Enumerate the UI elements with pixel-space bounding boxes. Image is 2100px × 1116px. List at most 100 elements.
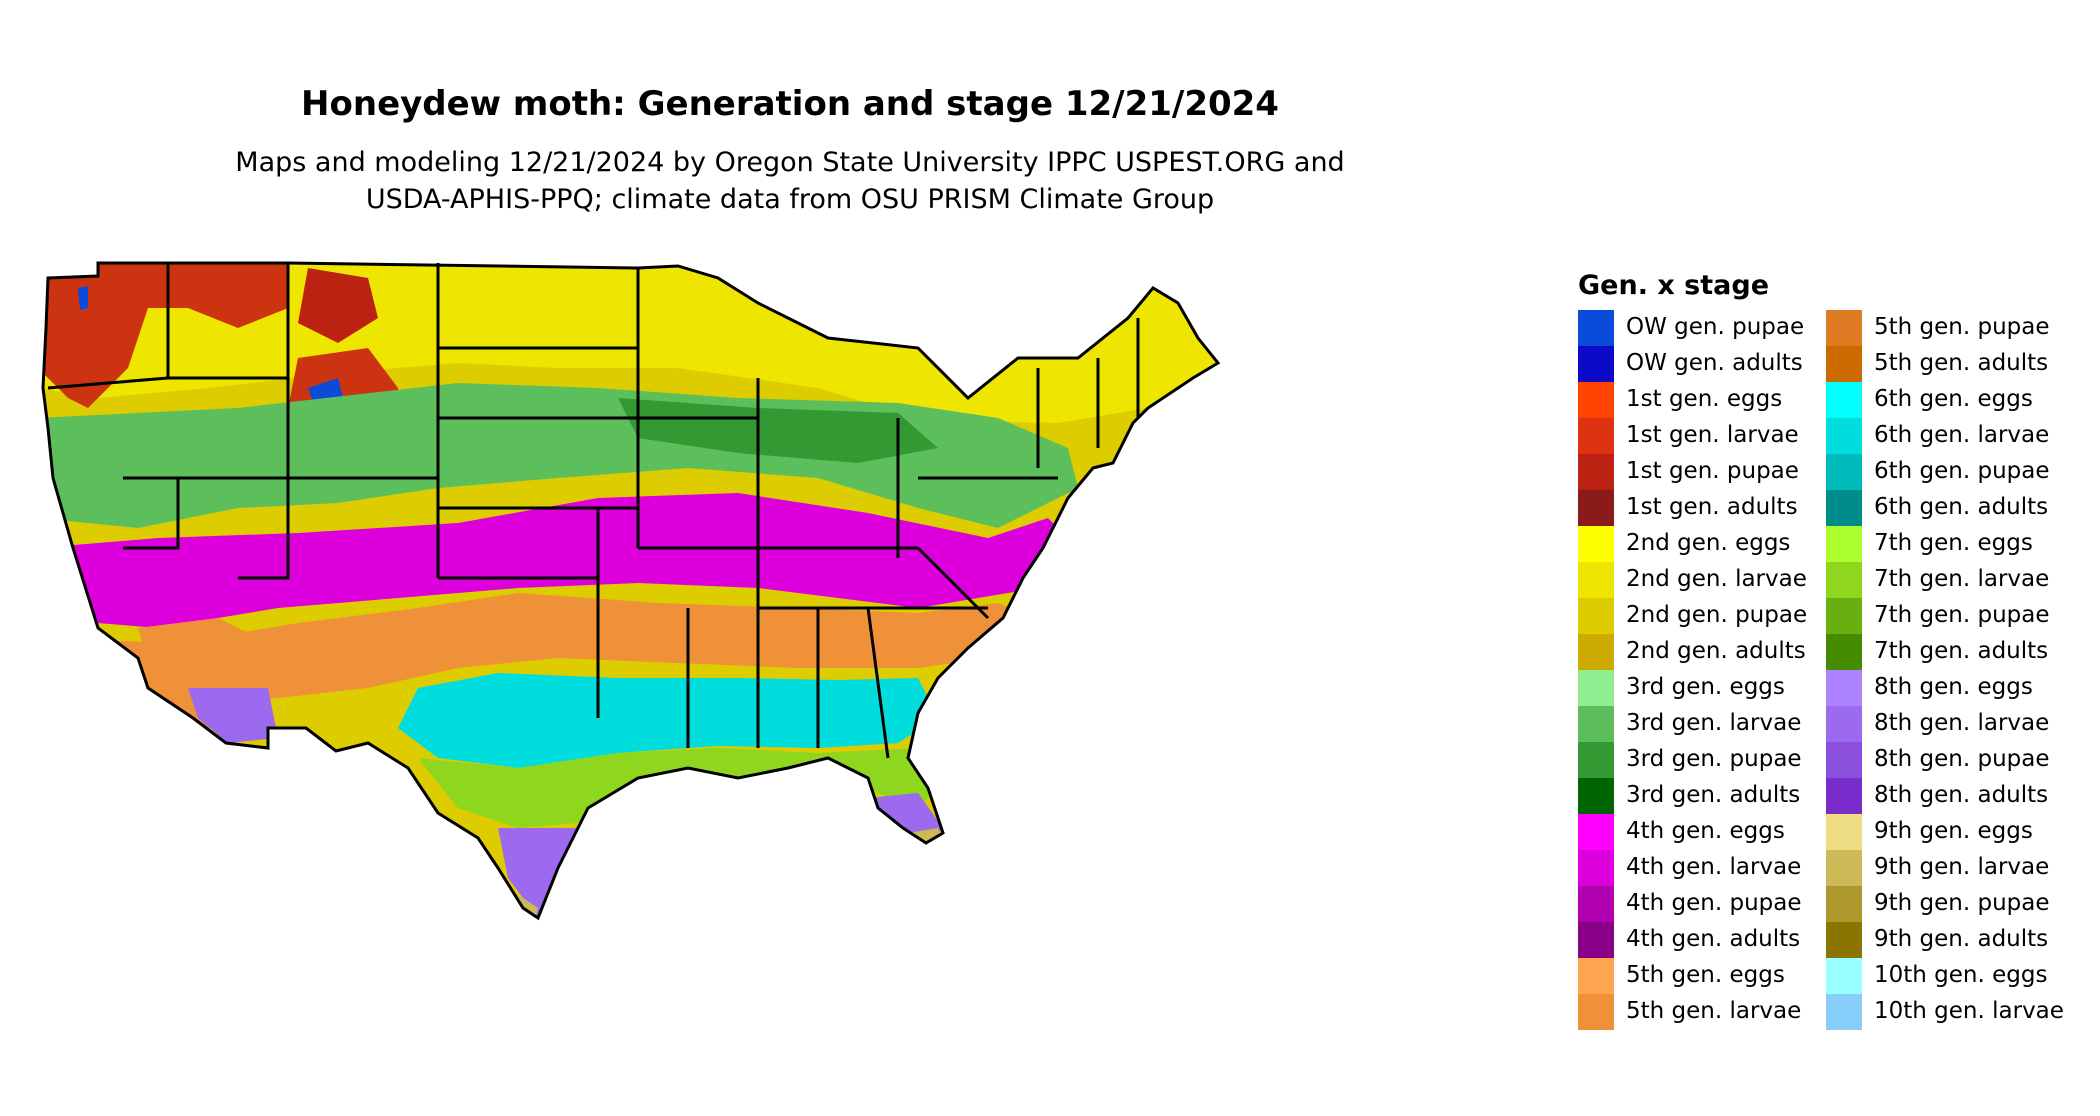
legend-swatch: [1578, 382, 1614, 418]
legend-label: 7th gen. adults: [1874, 638, 2049, 664]
legend-label: 4th gen. adults: [1626, 926, 1801, 952]
state-boundaries: [41, 261, 1220, 920]
legend-item: 8th gen. pupae: [1826, 742, 2086, 778]
legend-label: 9th gen. adults: [1874, 926, 2049, 952]
legend-swatch: [1826, 562, 1862, 598]
legend-swatch: [1826, 742, 1862, 778]
legend-label: 8th gen. pupae: [1874, 746, 2050, 772]
legend-item: 5th gen. pupae: [1826, 310, 2086, 346]
zone-corn-belt-dark: [618, 398, 938, 463]
legend-item: 1st gen. adults: [1578, 490, 1838, 526]
legend-item: 2nd gen. larvae: [1578, 562, 1838, 598]
legend-label: 5th gen. adults: [1874, 350, 2049, 376]
legend-swatch: [1826, 958, 1862, 994]
legend-label: 5th gen. pupae: [1874, 314, 2050, 340]
legend-item: 5th gen. larvae: [1578, 994, 1838, 1030]
legend-swatch: [1826, 778, 1862, 814]
legend-item: 5th gen. adults: [1826, 346, 2086, 382]
legend-item: 4th gen. pupae: [1578, 886, 1838, 922]
legend-swatch: [1578, 670, 1614, 706]
zone-gulf-states: [398, 673, 938, 768]
legend-item: 3rd gen. larvae: [1578, 706, 1838, 742]
legend-item: 2nd gen. eggs: [1578, 526, 1838, 562]
legend-label: 2nd gen. pupae: [1626, 602, 1808, 628]
map-subtitle: Maps and modeling 12/21/2024 by Oregon S…: [0, 144, 1580, 218]
legend-label: 6th gen. adults: [1874, 494, 2049, 520]
legend-swatch: [1578, 310, 1614, 346]
legend-label: 1st gen. eggs: [1626, 386, 1783, 412]
legend-label: 8th gen. eggs: [1874, 674, 2033, 700]
legend-label: 9th gen. pupae: [1874, 890, 2050, 916]
legend-label: 7th gen. larvae: [1874, 566, 2050, 592]
legend-label: 3rd gen. pupae: [1626, 746, 1802, 772]
legend-label: 6th gen. larvae: [1874, 422, 2050, 448]
zone-southern-band: [43, 593, 1038, 708]
legend-swatch: [1826, 850, 1862, 886]
zone-mid-south-band: [43, 493, 1078, 628]
legend-item: 7th gen. adults: [1826, 634, 2086, 670]
legend-swatch: [1578, 778, 1614, 814]
legend-swatch: [1826, 706, 1862, 742]
legend-swatch: [1826, 490, 1862, 526]
legend-item: 9th gen. eggs: [1826, 814, 2086, 850]
legend-swatch: [1578, 706, 1614, 742]
legend-label: 8th gen. adults: [1874, 782, 2049, 808]
legend-swatch: [1578, 454, 1614, 490]
legend-label: 4th gen. larvae: [1626, 854, 1802, 880]
legend-label: 7th gen. pupae: [1874, 602, 2050, 628]
legend-label: 9th gen. eggs: [1874, 818, 2033, 844]
legend-item: 4th gen. adults: [1578, 922, 1838, 958]
legend-item: 10th gen. eggs: [1826, 958, 2086, 994]
legend-swatch: [1578, 634, 1614, 670]
legend-label: 5th gen. larvae: [1626, 998, 1802, 1024]
legend-item: 9th gen. larvae: [1826, 850, 2086, 886]
legend-item: 1st gen. eggs: [1578, 382, 1838, 418]
legend-item: 7th gen. eggs: [1826, 526, 2086, 562]
legend-swatch: [1578, 742, 1614, 778]
legend-label: OW gen. adults: [1626, 350, 1803, 376]
legend-swatch: [1578, 418, 1614, 454]
legend-swatch: [1578, 958, 1614, 994]
legend-swatch: [1826, 670, 1862, 706]
legend-swatch: [1826, 814, 1862, 850]
legend-item: 8th gen. larvae: [1826, 706, 2086, 742]
generation-zones: [43, 263, 1218, 918]
legend-item: 7th gen. larvae: [1826, 562, 2086, 598]
legend-swatch: [1826, 418, 1862, 454]
legend-swatch: [1578, 994, 1614, 1030]
legend-label: 4th gen. eggs: [1626, 818, 1785, 844]
us-generation-map: [41, 261, 1220, 920]
legend-swatch: [1826, 382, 1862, 418]
zone-cascades-blue: [78, 286, 88, 310]
legend-label: 8th gen. larvae: [1874, 710, 2050, 736]
legend-label: 10th gen. larvae: [1874, 998, 2064, 1024]
legend-item: 9th gen. adults: [1826, 922, 2086, 958]
legend-label: 2nd gen. larvae: [1626, 566, 1807, 592]
legend-item: 1st gen. pupae: [1578, 454, 1838, 490]
zone-northern-rockies-and-cascades: [43, 263, 288, 408]
legend-item: 8th gen. adults: [1826, 778, 2086, 814]
legend-label: 3rd gen. larvae: [1626, 710, 1802, 736]
legend-swatch: [1826, 886, 1862, 922]
legend-label: OW gen. pupae: [1626, 314, 1805, 340]
legend-swatch: [1578, 526, 1614, 562]
legend-swatch: [1826, 310, 1862, 346]
legend-label: 10th gen. eggs: [1874, 962, 2048, 988]
legend-item: 6th gen. pupae: [1826, 454, 2086, 490]
legend-swatch: [1578, 814, 1614, 850]
subtitle-line-1: Maps and modeling 12/21/2024 by Oregon S…: [235, 147, 1345, 178]
legend-item: 6th gen. eggs: [1826, 382, 2086, 418]
legend-swatch: [1826, 922, 1862, 958]
zone-desert-violet: [188, 688, 278, 743]
legend-swatch: [1578, 850, 1614, 886]
legend-swatch: [1578, 922, 1614, 958]
zone-great-lakes-east: [918, 328, 1218, 423]
legend-swatch: [1826, 526, 1862, 562]
legend-item: 5th gen. eggs: [1578, 958, 1838, 994]
legend-label: 7th gen. eggs: [1874, 530, 2033, 556]
zone-high-rockies-west: [298, 268, 378, 343]
legend-label: 5th gen. eggs: [1626, 962, 1785, 988]
legend-item: 8th gen. eggs: [1826, 670, 2086, 706]
legend-item: 9th gen. pupae: [1826, 886, 2086, 922]
legend-swatch: [1578, 490, 1614, 526]
